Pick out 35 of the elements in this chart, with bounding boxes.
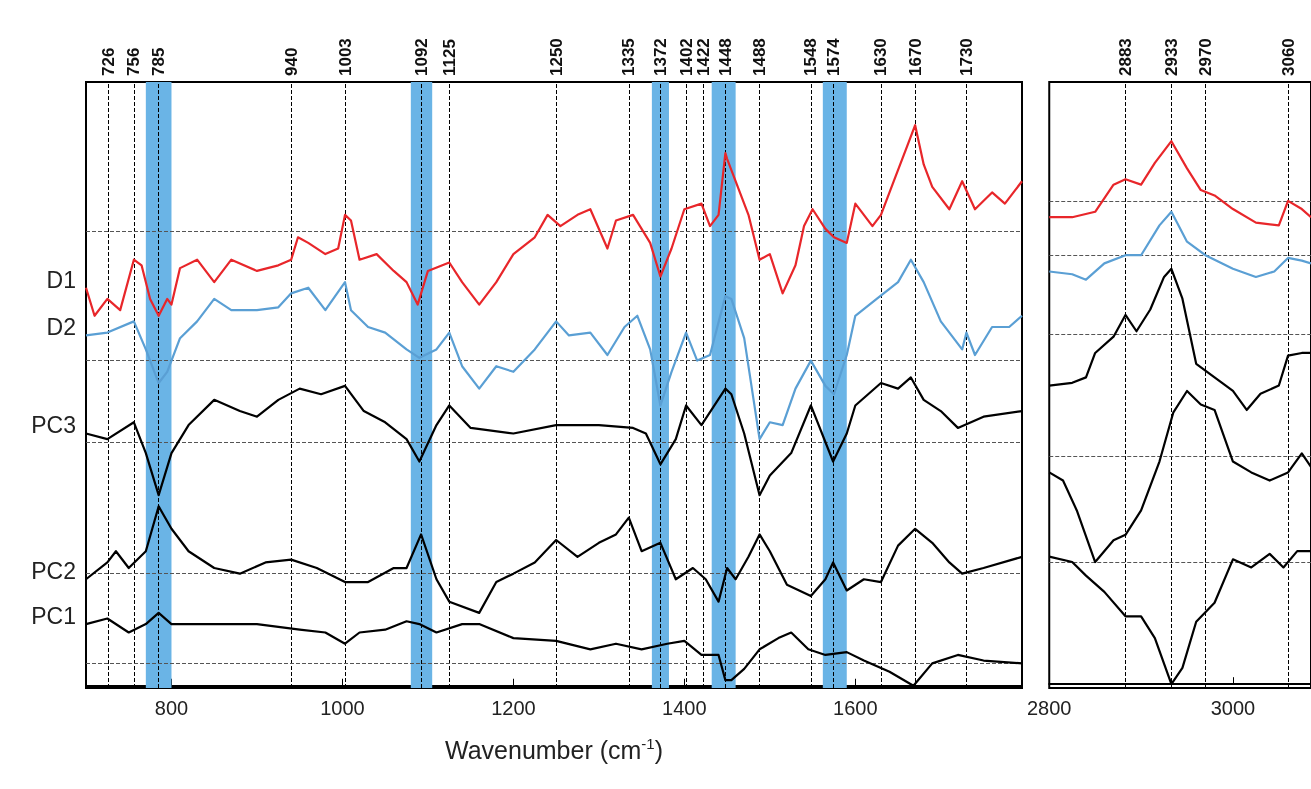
x-tick-label: 2800 — [1027, 697, 1072, 719]
ref-line-label: 1250 — [546, 38, 566, 76]
ref-line-label: 1548 — [801, 38, 821, 76]
ref-line-label: 1125 — [439, 39, 459, 76]
ref-line-label: 726 — [98, 47, 118, 76]
x-tick-label: 3000 — [1210, 697, 1256, 719]
x-tick-label: 1000 — [320, 697, 365, 719]
ref-line-label: 1670 — [905, 38, 925, 76]
ref-line-label: 1488 — [750, 38, 770, 76]
ref-line-label: 2933 — [1161, 38, 1181, 76]
ref-line-label: 1630 — [871, 38, 891, 76]
x-tick-label: 800 — [154, 697, 189, 719]
x-tick-label: 1600 — [833, 697, 878, 719]
ref-line-label: 1003 — [335, 38, 355, 76]
ref-line-label: 1092 — [411, 38, 431, 76]
series-label: PC2 — [31, 558, 76, 585]
ref-line-label: 2970 — [1195, 38, 1215, 76]
ref-line-label: 785 — [149, 47, 169, 76]
x-tick-label: 1200 — [491, 697, 536, 719]
ref-line-label: 3060 — [1278, 38, 1298, 76]
series-label: D1 — [46, 266, 76, 293]
ref-line-label: 756 — [124, 47, 144, 76]
x-tick-label: 1400 — [662, 697, 707, 719]
ref-line-label: 1448 — [715, 38, 735, 76]
series-label: PC1 — [31, 603, 76, 630]
ref-line-label: 2883 — [1115, 38, 1135, 76]
series-label: PC3 — [31, 412, 76, 439]
ref-line-label: 940 — [281, 47, 301, 76]
ref-line-label: 1730 — [956, 38, 976, 76]
series-label: D2 — [46, 314, 76, 341]
ref-line-label: 1335 — [619, 38, 639, 76]
ref-line-label: 1372 — [650, 38, 670, 76]
ref-line-label: 1402 — [676, 38, 696, 76]
ref-line-label: 1574 — [823, 37, 843, 76]
ref-line-label: 1422 — [693, 38, 713, 76]
